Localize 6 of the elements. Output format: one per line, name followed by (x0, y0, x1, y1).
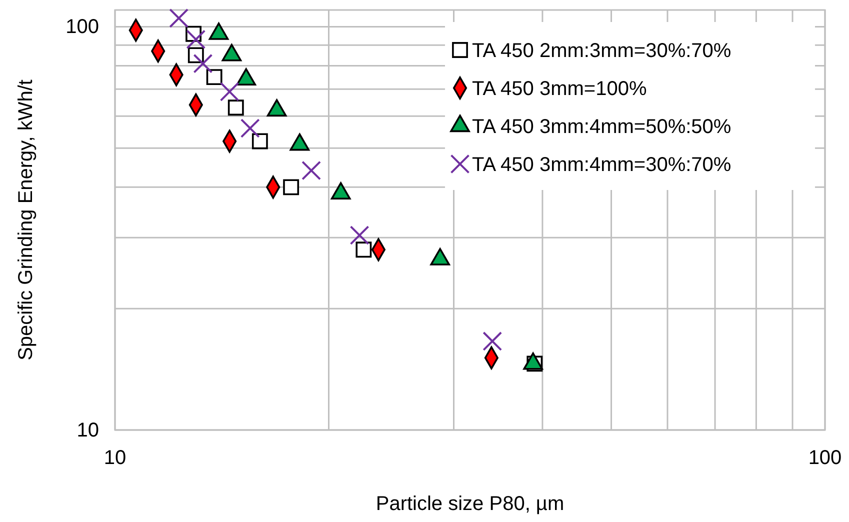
x-axis-title: Particle size P80, µm (376, 493, 564, 515)
legend-label: TA 450 2mm:3mm=30%:70% (472, 40, 732, 62)
legend-label: TA 450 3mm=100% (472, 78, 647, 100)
legend-label: TA 450 3mm:4mm=50%:50% (472, 116, 732, 138)
y-axis-title: Specific Grinding Energy, kWh/t (15, 79, 37, 360)
legend-label: TA 450 3mm:4mm=30%:70% (472, 154, 732, 176)
